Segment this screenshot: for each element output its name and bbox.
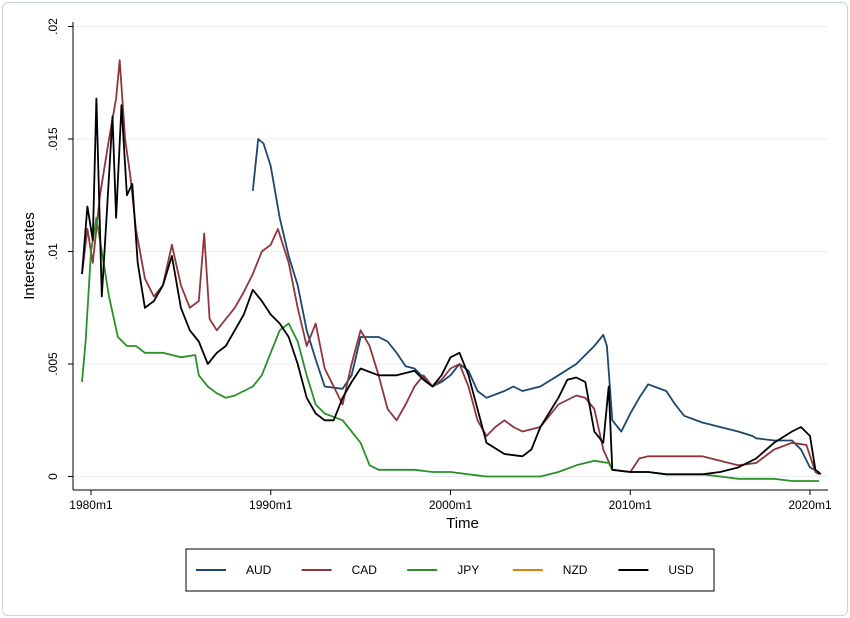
series-line-jpy <box>81 216 819 482</box>
tick-labels: 0 .005 .01 .015 .02 1980m1 1990m1 2000m1 2010m1 2… <box>46 18 832 512</box>
x-tick-label-4: 2020m1 <box>788 498 832 512</box>
x-tick-label-1: 1990m1 <box>249 498 293 512</box>
legend-label-jpy: JPY <box>457 563 479 577</box>
legend-label-cad: CAD <box>352 563 378 577</box>
x-axis-title: Time <box>446 515 479 532</box>
series-line-aud <box>251 138 820 473</box>
series-line-usd <box>81 97 822 476</box>
legend-label-aud: AUD <box>246 563 272 577</box>
legend-label-usd: USD <box>668 563 694 577</box>
axes <box>72 22 828 491</box>
y-tick-label-3: .015 <box>46 127 60 151</box>
series-lines <box>81 59 822 482</box>
x-tick-label-0: 1980m1 <box>69 498 113 512</box>
gridlines <box>73 26 828 477</box>
y-tick-label-2: .01 <box>46 243 60 260</box>
y-tick-label-0: 0 <box>46 473 60 480</box>
series-line-cad <box>81 59 820 476</box>
y-tick-label-1: .005 <box>46 352 60 376</box>
y-axis-title: Interest rates <box>21 212 38 300</box>
x-tick-label-2: 2000m1 <box>429 498 473 512</box>
legend: AUD CAD JPY NZD USD <box>185 548 715 592</box>
legend-label-nzd: NZD <box>563 563 588 577</box>
x-tick-label-3: 2010m1 <box>609 498 653 512</box>
y-tick-label-4: .02 <box>46 18 60 35</box>
